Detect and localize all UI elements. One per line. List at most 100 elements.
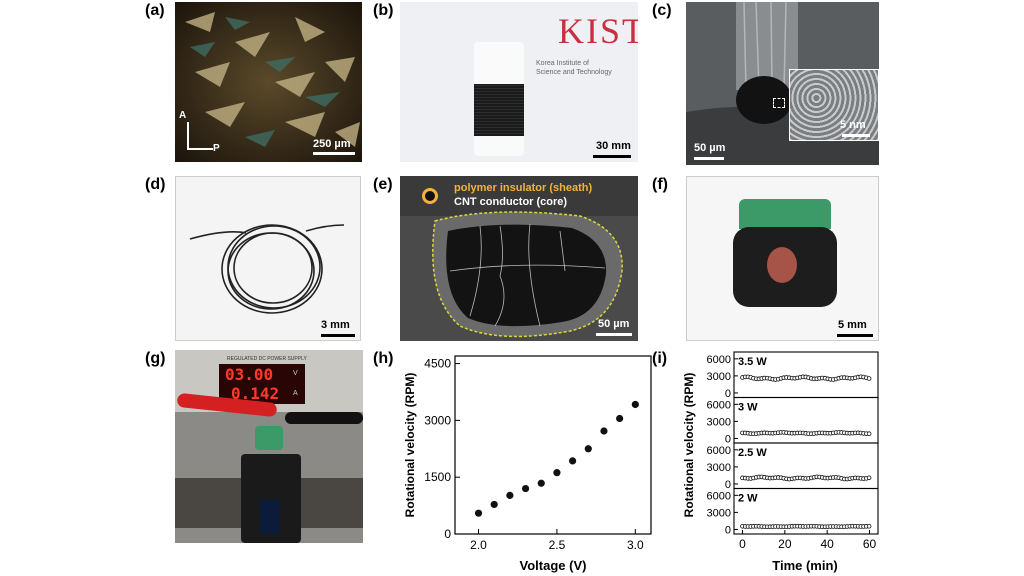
data-point bbox=[490, 500, 498, 509]
y-tick-label: 3000 bbox=[707, 371, 731, 383]
scale-label: 50 µm bbox=[598, 318, 630, 330]
series-label: 2 W bbox=[738, 493, 758, 505]
data-point bbox=[631, 400, 639, 409]
scale-bar bbox=[837, 334, 873, 337]
panel-b-label: (b) bbox=[373, 2, 394, 19]
panel-a-label: (a) bbox=[145, 2, 165, 19]
logo-subtitle-1: Korea Institute of bbox=[536, 60, 589, 67]
y-tick-label: 3000 bbox=[707, 416, 731, 428]
y-tick-label: 0 bbox=[444, 527, 451, 541]
scale-label: 5 mm bbox=[838, 319, 867, 331]
unit-a: A bbox=[293, 390, 298, 397]
logo-subtitle-2: Science and Technology bbox=[536, 69, 612, 76]
black-clip-lead bbox=[285, 412, 363, 424]
data-point bbox=[537, 479, 545, 487]
x-axis-label: Time (min) bbox=[772, 558, 838, 573]
y-tick-label: 1500 bbox=[424, 470, 451, 484]
polarized-micrograph bbox=[175, 2, 362, 162]
y-tick-label: 6000 bbox=[707, 399, 731, 411]
scale-bar bbox=[593, 155, 631, 158]
panel-e-image: polymer insulator (sheath) CNT conductor… bbox=[400, 176, 638, 341]
supply-header: REGULATED DC POWER SUPPLY bbox=[227, 356, 307, 362]
motor-housing-top bbox=[739, 199, 831, 229]
x-tick-label: 3.0 bbox=[627, 538, 644, 552]
y-tick-label: 3000 bbox=[707, 507, 731, 519]
panel-d-label: (d) bbox=[145, 176, 166, 193]
legend-core: CNT conductor (core) bbox=[454, 196, 568, 208]
panel-a-image: A P 250 µm bbox=[175, 2, 362, 162]
scale-label: 30 mm bbox=[596, 140, 631, 152]
y-tick-label: 6000 bbox=[707, 354, 731, 366]
y-tick-label: 0 bbox=[725, 433, 731, 445]
y-tick-label: 3000 bbox=[707, 462, 731, 474]
cnt-wound-spool bbox=[474, 84, 524, 136]
data-point bbox=[521, 484, 530, 493]
y-tick-label: 6000 bbox=[707, 445, 731, 457]
panel-b-image: KIST Korea Institute of Science and Tech… bbox=[400, 2, 638, 162]
x-tick-label: 2.5 bbox=[549, 538, 566, 552]
supply-display bbox=[219, 364, 305, 404]
y-tick-label: 0 bbox=[725, 388, 731, 400]
panel-c-label: (c) bbox=[652, 2, 672, 19]
y-axis-label: Rotational velocity (RPM) bbox=[403, 373, 417, 518]
panel-g-label: (g) bbox=[145, 350, 166, 367]
spool-white-bottom bbox=[474, 136, 524, 156]
panel-h-label: (h) bbox=[373, 350, 394, 367]
x-tick-label: 20 bbox=[778, 537, 792, 551]
data-point bbox=[553, 469, 561, 477]
panel-e-label: (e) bbox=[373, 176, 393, 193]
panel-f-label: (f) bbox=[652, 176, 668, 193]
motor-rotor bbox=[767, 247, 797, 283]
axis-p-label: P bbox=[213, 143, 220, 154]
legend-sheath: polymer insulator (sheath) bbox=[454, 182, 593, 194]
scale-bar bbox=[313, 152, 355, 155]
current-readout: 0.142 bbox=[231, 384, 280, 403]
scale-bar bbox=[321, 334, 355, 337]
inset-scale-label: 5 nm bbox=[840, 119, 866, 131]
panel-g-image: REGULATED DC POWER SUPPLY 03.00 0.142 V … bbox=[175, 350, 363, 543]
scale-label: 3 mm bbox=[321, 319, 350, 331]
data-point bbox=[569, 457, 577, 465]
series-label: 3 W bbox=[738, 402, 758, 414]
chart-h: 2.0 2.5 3.0 0 1500 3000 4500 Voltage (V) Rotat… bbox=[403, 355, 652, 573]
data-point bbox=[506, 491, 514, 499]
scale-label: 50 µm bbox=[694, 142, 726, 154]
x-tick-label: 60 bbox=[863, 537, 877, 551]
scale-bar bbox=[694, 157, 724, 160]
panel-i-label: (i) bbox=[652, 350, 668, 367]
kist-logo: KIST bbox=[558, 11, 638, 51]
data-point bbox=[600, 427, 608, 435]
y-tick-label: 4500 bbox=[424, 357, 451, 371]
scale-label: 250 µm bbox=[313, 138, 351, 150]
motor-on-stage bbox=[255, 426, 283, 450]
axis-indicator: A P bbox=[179, 110, 221, 154]
y-tick-label: 0 bbox=[725, 479, 731, 491]
x-tick-label: 0 bbox=[739, 537, 746, 551]
scale-bar bbox=[596, 333, 632, 336]
usb-meter-screen bbox=[260, 500, 280, 534]
data-point bbox=[616, 414, 624, 423]
y-tick-label: 3000 bbox=[424, 413, 451, 427]
y-tick-label: 0 bbox=[725, 524, 731, 536]
data-point bbox=[474, 509, 483, 517]
voltage-readout: 03.00 bbox=[225, 365, 274, 384]
data-point bbox=[866, 523, 872, 529]
metal-stage-right bbox=[301, 478, 363, 528]
unit-v: V bbox=[293, 370, 298, 377]
x-tick-label: 2.0 bbox=[470, 538, 487, 552]
subplot-frame bbox=[733, 487, 879, 535]
inset-tem bbox=[789, 69, 879, 141]
data-point bbox=[866, 431, 872, 436]
cnt-wire-coil bbox=[189, 224, 345, 314]
panel-d-image: 3 mm bbox=[175, 176, 361, 341]
axis-a-label: A bbox=[179, 110, 187, 121]
data-point bbox=[584, 445, 592, 453]
inset-marker bbox=[773, 98, 785, 108]
panel-c-image: 5 nm 50 µm bbox=[686, 2, 879, 165]
y-tick-label: 6000 bbox=[707, 490, 731, 502]
metal-stage bbox=[175, 478, 241, 528]
series-label: 3.5 W bbox=[738, 356, 767, 368]
panel-f-image: 5 mm bbox=[686, 176, 879, 341]
series-label: 2.5 W bbox=[738, 447, 767, 459]
